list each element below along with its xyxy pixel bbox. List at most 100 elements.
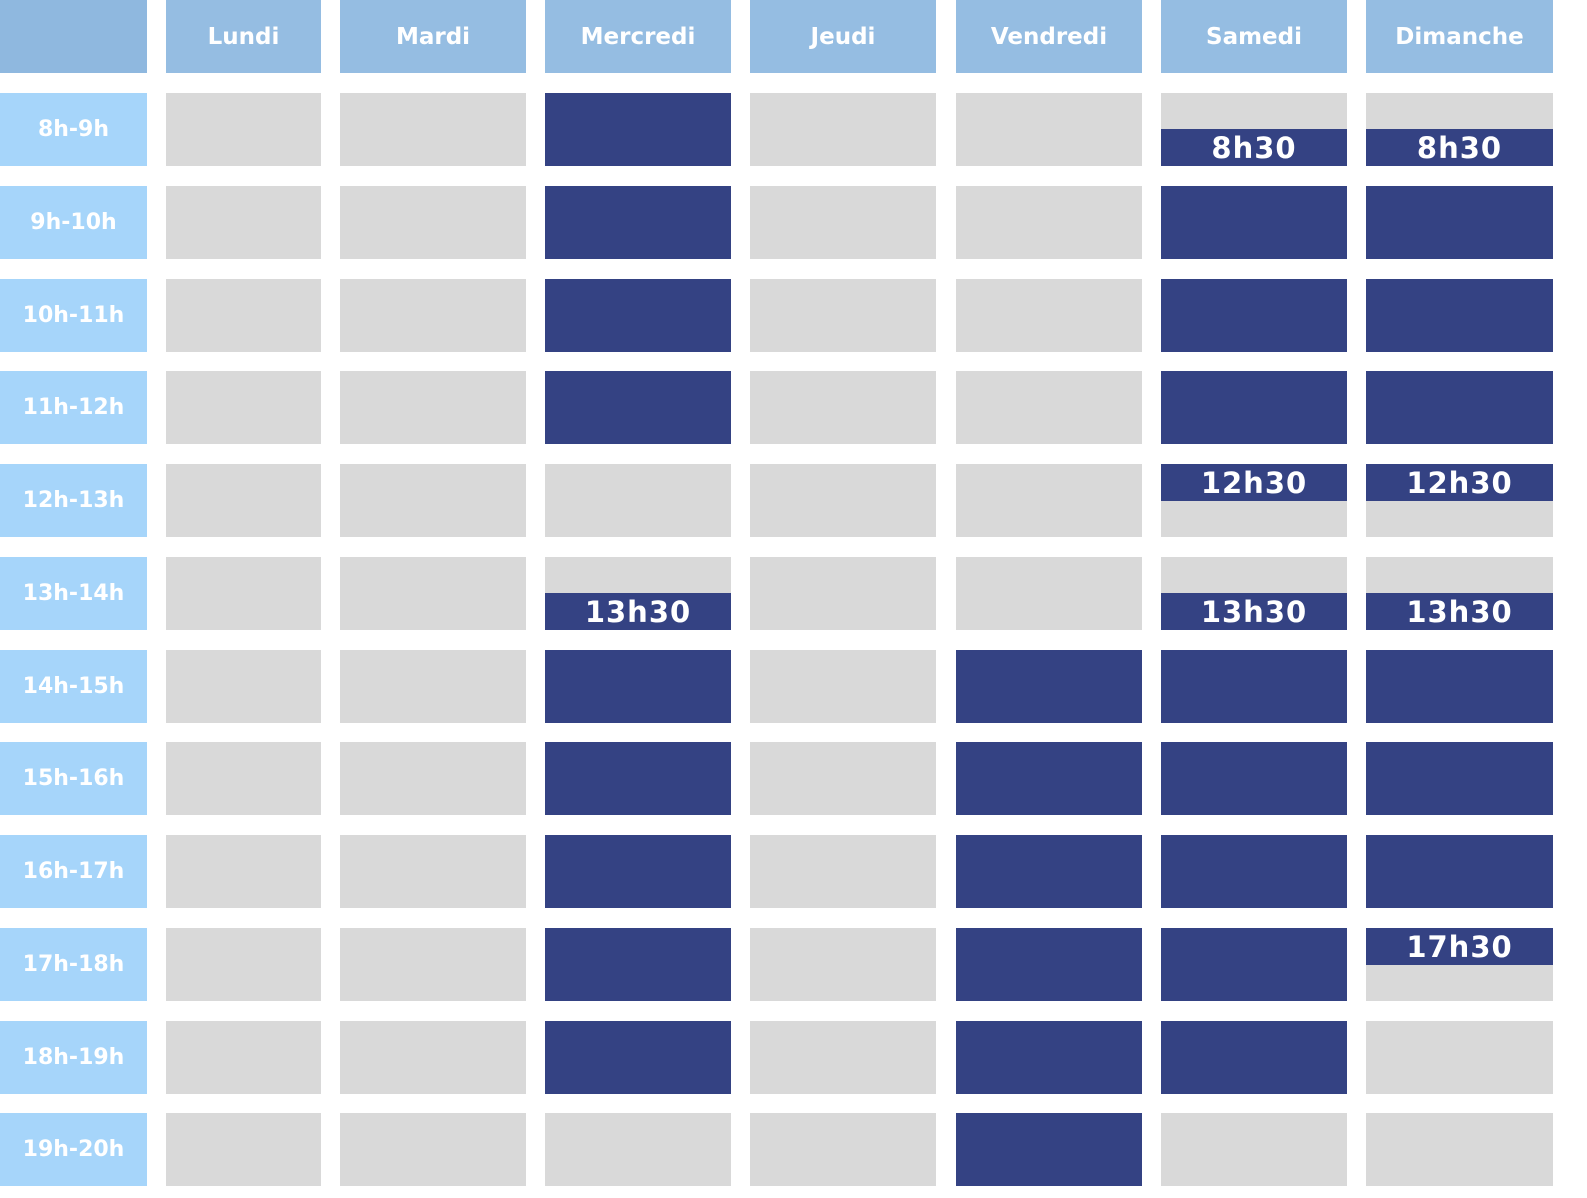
slot-r9-c1 [166,835,321,908]
slot-r7-c6 [1161,650,1347,723]
time-label: 8h30 [1161,129,1347,166]
slot-r12-c1 [166,1113,321,1186]
day-header-7: Dimanche [1366,0,1553,73]
slot-r6-c1 [166,557,321,630]
slot-r5-c3 [545,464,731,537]
slot-r8-c5 [956,742,1142,815]
slot-r2-c7 [1366,186,1553,259]
hour-header-4: 11h-12h [0,371,147,444]
slot-r1-c6: 8h30 [1161,93,1347,166]
slot-r4-c1 [166,371,321,444]
day-header-6: Samedi [1161,0,1347,73]
time-label: 8h30 [1366,129,1553,166]
slot-r11-c4 [750,1021,936,1094]
slot-r5-c1 [166,464,321,537]
slot-r7-c3 [545,650,731,723]
slot-r6-c6: 13h30 [1161,557,1347,630]
slot-r7-c5 [956,650,1142,723]
slot-r5-c2 [340,464,526,537]
slot-r4-c5 [956,371,1142,444]
hour-header-1: 8h-9h [0,93,147,166]
slot-r11-c2 [340,1021,526,1094]
slot-r10-c7: 17h30 [1366,928,1553,1001]
slot-r12-c5 [956,1113,1142,1186]
slot-r7-c2 [340,650,526,723]
slot-r8-c1 [166,742,321,815]
slot-r9-c5 [956,835,1142,908]
time-label: 12h30 [1366,464,1553,501]
slot-r5-c5 [956,464,1142,537]
slot-r4-c4 [750,371,936,444]
hour-header-9: 16h-17h [0,835,147,908]
slot-r10-c3 [545,928,731,1001]
slot-r11-c5 [956,1021,1142,1094]
slot-r9-c4 [750,835,936,908]
slot-r8-c7 [1366,742,1553,815]
slot-r9-c7 [1366,835,1553,908]
time-label: 17h30 [1366,928,1553,965]
hour-header-12: 19h-20h [0,1113,147,1186]
hour-header-7: 14h-15h [0,650,147,723]
slot-r2-c2 [340,186,526,259]
hour-header-3: 10h-11h [0,279,147,352]
slot-r8-c3 [545,742,731,815]
slot-r12-c2 [340,1113,526,1186]
day-header-2: Mardi [340,0,526,73]
slot-r3-c5 [956,279,1142,352]
slot-r5-c7: 12h30 [1366,464,1553,537]
slot-r12-c6 [1161,1113,1347,1186]
slot-r5-c4 [750,464,936,537]
slot-r3-c1 [166,279,321,352]
hour-header-6: 13h-14h [0,557,147,630]
slot-r7-c7 [1366,650,1553,723]
slot-r6-c7: 13h30 [1366,557,1553,630]
slot-r1-c3 [545,93,731,166]
slot-r3-c2 [340,279,526,352]
time-label: 13h30 [545,593,731,630]
slot-r11-c6 [1161,1021,1347,1094]
slot-r5-c6: 12h30 [1161,464,1347,537]
slot-r10-c4 [750,928,936,1001]
corner-cell [0,0,147,73]
slot-r10-c1 [166,928,321,1001]
slot-r11-c1 [166,1021,321,1094]
day-header-3: Mercredi [545,0,731,73]
slot-r9-c2 [340,835,526,908]
slot-r9-c3 [545,835,731,908]
day-header-1: Lundi [166,0,321,73]
slot-r11-c3 [545,1021,731,1094]
slot-r6-c5 [956,557,1142,630]
slot-r1-c1 [166,93,321,166]
slot-r1-c4 [750,93,936,166]
slot-r2-c5 [956,186,1142,259]
time-label: 13h30 [1366,593,1553,630]
hour-header-5: 12h-13h [0,464,147,537]
time-label: 13h30 [1161,593,1347,630]
slot-r1-c2 [340,93,526,166]
hour-header-11: 18h-19h [0,1021,147,1094]
slot-r4-c6 [1161,371,1347,444]
slot-r1-c7: 8h30 [1366,93,1553,166]
slot-r2-c4 [750,186,936,259]
slot-r3-c6 [1161,279,1347,352]
slot-r6-c4 [750,557,936,630]
slot-r7-c4 [750,650,936,723]
slot-r10-c5 [956,928,1142,1001]
slot-r2-c3 [545,186,731,259]
slot-r3-c4 [750,279,936,352]
slot-r10-c6 [1161,928,1347,1001]
slot-r11-c7 [1366,1021,1553,1094]
hour-header-10: 17h-18h [0,928,147,1001]
time-label: 12h30 [1161,464,1347,501]
slot-r3-c3 [545,279,731,352]
slot-r10-c2 [340,928,526,1001]
slot-r12-c7 [1366,1113,1553,1186]
day-header-4: Jeudi [750,0,936,73]
slot-r12-c3 [545,1113,731,1186]
slot-r4-c3 [545,371,731,444]
hour-header-8: 15h-16h [0,742,147,815]
slot-r1-c5 [956,93,1142,166]
slot-r2-c1 [166,186,321,259]
slot-r2-c6 [1161,186,1347,259]
slot-r6-c3: 13h30 [545,557,731,630]
